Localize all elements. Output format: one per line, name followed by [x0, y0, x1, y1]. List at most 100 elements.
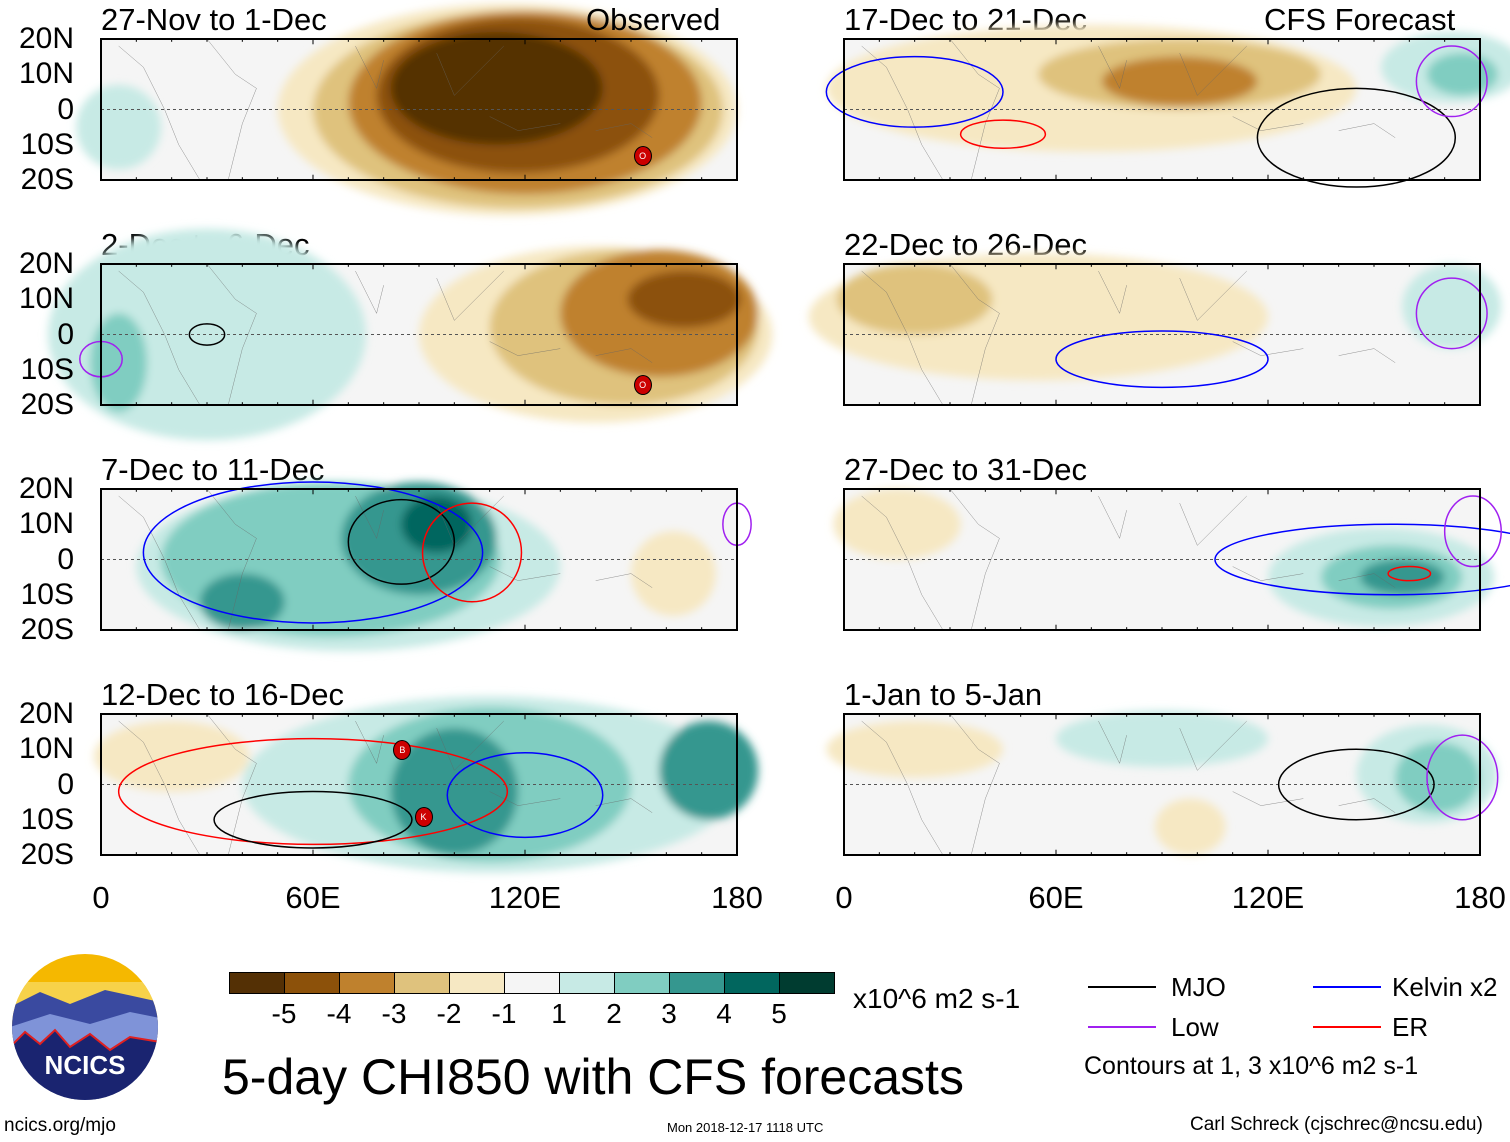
coastline — [862, 489, 1396, 630]
coastline — [119, 489, 653, 630]
colorbar-swatch — [339, 972, 395, 994]
map-panel — [808, 253, 1502, 405]
map-panel — [844, 24, 1510, 180]
er-contour — [1388, 567, 1430, 581]
er-legend-line — [1313, 1026, 1381, 1028]
lat-tick-label: 0 — [57, 317, 74, 351]
forecast-label: CFS Forecast — [1264, 2, 1456, 37]
anomaly-region — [1101, 56, 1258, 106]
low-contour — [1427, 735, 1498, 820]
low-contour — [1416, 278, 1487, 349]
lat-tick-label: 10N — [18, 282, 74, 316]
tropical-cyclone-icon: K — [414, 807, 433, 828]
kelvin-contour — [826, 57, 1003, 128]
anomaly-region — [1395, 742, 1480, 813]
coastline — [119, 264, 653, 405]
panel-title: 12-Dec to 16-Dec — [101, 677, 344, 712]
lat-tick-label: 10S — [20, 802, 74, 836]
coastline — [119, 39, 653, 180]
colorbar-swatch — [449, 972, 505, 994]
er-contour — [961, 120, 1046, 148]
mjo-contour — [1279, 749, 1434, 820]
panel-title: 27-Dec to 31-Dec — [844, 452, 1087, 487]
map-panel — [101, 489, 737, 652]
kelvin-contour — [143, 482, 482, 623]
panel-title: 1-Jan to 5-Jan — [844, 677, 1043, 712]
er-contour — [119, 739, 508, 845]
lat-tick-label: 10N — [18, 57, 74, 91]
coastline — [119, 714, 653, 855]
colorbar-swatch — [284, 972, 340, 994]
anomaly-region — [1402, 264, 1502, 349]
lon-tick-label: 120E — [488, 880, 562, 915]
colorbar-swatch — [614, 972, 670, 994]
map-panel — [826, 710, 1480, 855]
tropical-cyclone-icon: O — [633, 146, 652, 167]
map-panel — [76, 3, 737, 216]
mjo-contour — [214, 792, 412, 848]
colorbar-label: -3 — [381, 998, 407, 1029]
coastline — [862, 39, 1396, 180]
colorbar-swatch — [779, 972, 835, 994]
lat-tick-label: 0 — [57, 92, 74, 126]
lat-tick-label: 20S — [20, 838, 74, 871]
mjo-contour — [1257, 88, 1455, 187]
tropical-cyclone-icon: B — [393, 740, 412, 761]
kelvin-contour — [1056, 331, 1268, 387]
anomaly-region — [390, 31, 603, 145]
lon-tick-label: 60E — [1028, 880, 1084, 915]
logo-text: NCICS — [45, 1050, 126, 1080]
lat-tick-label: 20N — [18, 247, 74, 280]
lon-tick-label: 120E — [1231, 880, 1305, 915]
colorbar-units: x10^6 m2 s-1 — [853, 983, 1021, 1014]
colorbar-label: 2 — [606, 998, 622, 1029]
panel-title: 27-Nov to 1-Dec — [101, 2, 327, 37]
low-legend-label: Low — [1171, 1012, 1219, 1042]
ncics-logo: NCICS — [12, 954, 158, 1100]
mjo-contour — [348, 500, 454, 585]
map-panel — [48, 228, 773, 441]
colorbar-label: 3 — [661, 998, 677, 1029]
kelvin-legend-line — [1313, 986, 1381, 988]
kelvin-legend-label: Kelvin x2 — [1392, 972, 1498, 1002]
er-legend-label: ER — [1392, 1012, 1429, 1042]
anomaly-region — [76, 84, 162, 170]
anomaly-region — [90, 313, 147, 413]
er-contour — [423, 503, 522, 602]
colorbar-label: -5 — [271, 998, 297, 1029]
mjo-contour — [189, 324, 224, 345]
anomaly-region — [1056, 710, 1268, 767]
map-panel — [833, 489, 1480, 630]
anomaly-region — [631, 531, 716, 616]
lon-tick-label: 0 — [92, 880, 110, 915]
low-legend-line — [1088, 1026, 1156, 1028]
anomaly-region — [199, 573, 285, 630]
lat-tick-label: 10S — [20, 352, 74, 386]
lon-tick-label: 60E — [285, 880, 341, 915]
ncics-url-link[interactable]: ncics.org/mjo — [4, 1115, 116, 1136]
lat-tick-label: 20S — [20, 613, 74, 646]
mjo-legend-line — [1088, 986, 1156, 988]
lat-tick-label: 20N — [18, 22, 74, 55]
colorbar-label: 1 — [551, 998, 567, 1029]
lat-tick-label: 10N — [18, 732, 74, 766]
anomaly-region — [1359, 559, 1445, 595]
author-credit: Carl Schreck (cjschrec@ncsu.edu) — [1190, 1114, 1483, 1135]
tropical-cyclone-icon: O — [633, 374, 652, 395]
colorbar-swatch — [724, 972, 780, 994]
lat-tick-label: 20S — [20, 388, 74, 421]
lat-tick-label: 20N — [18, 472, 74, 505]
observed-label: Observed — [586, 2, 721, 37]
colorbar-label: -4 — [326, 998, 352, 1029]
coastline — [862, 714, 1396, 855]
lat-tick-label: 0 — [57, 542, 74, 576]
timestamp: Mon 2018-12-17 1118 UTC — [667, 1120, 824, 1135]
anomaly-region — [836, 264, 993, 335]
contour-note: Contours at 1, 3 x10^6 m2 s-1 — [1084, 1052, 1419, 1080]
lon-tick-label: 180 — [711, 880, 763, 915]
low-contour — [1416, 46, 1487, 117]
kelvin-contour — [1215, 524, 1510, 595]
colorbar-label: 5 — [771, 998, 787, 1029]
kelvin-contour — [447, 753, 602, 838]
lat-tick-label: 10S — [20, 577, 74, 611]
